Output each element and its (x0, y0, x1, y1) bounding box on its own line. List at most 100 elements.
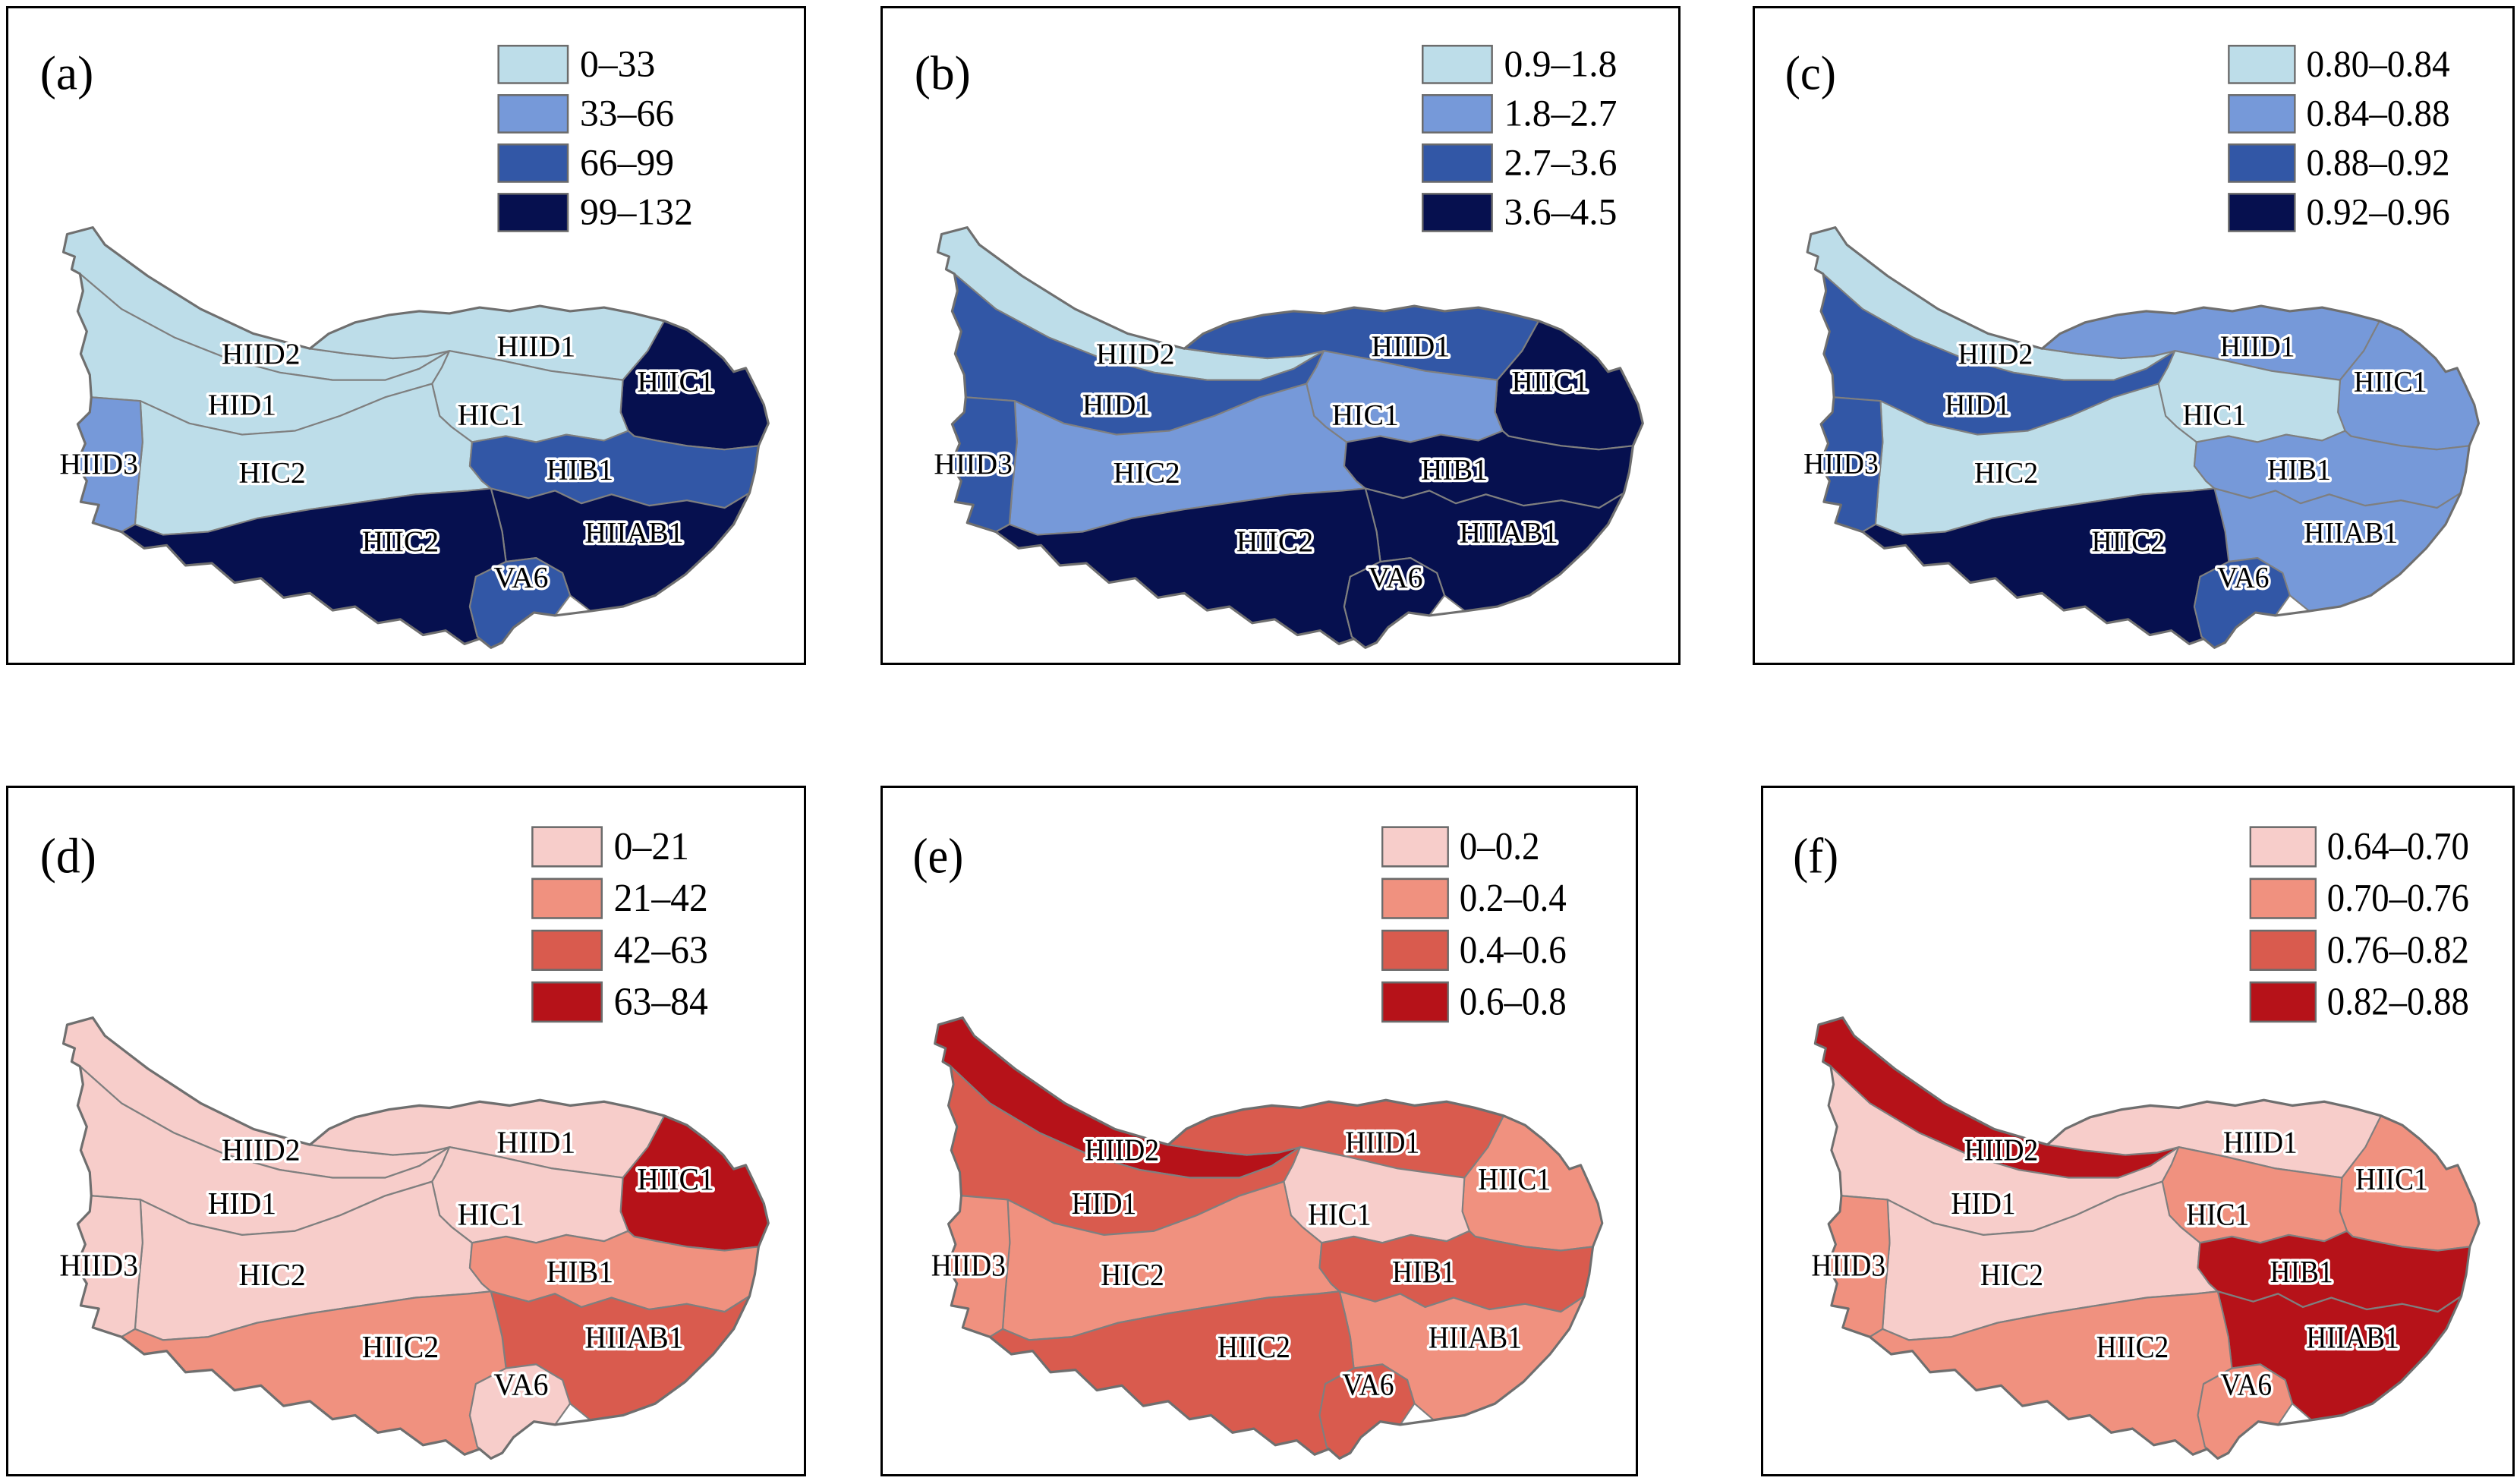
region-label-hid1-e: HID1 (1072, 1186, 1137, 1221)
panel-letter-f: (f) (1793, 828, 1838, 884)
panel-a: HIID2 HID1 HIID1 HIIC1 HIC1 HIC2 HIID3 HIB1 HIIA… (6, 6, 806, 665)
map-canvas-a: HIID2 HID1 HIID1 HIIC1 HIC1 HIC2 HIID3 HIB1 HIIA… (40, 43, 770, 649)
region-label-hic1-e: HIC1 (1308, 1197, 1372, 1232)
legend-label-4-e: 0.6–0.8 (1460, 980, 1567, 1024)
legend-label-1-b: 0.9–1.8 (1504, 43, 1618, 85)
legend-swatch-2-a (497, 94, 569, 134)
legend-swatch-1-b (1422, 45, 1493, 84)
map-outline-a (61, 226, 770, 649)
region-label-va6-d: VA6 (493, 1367, 548, 1402)
region-label-hiiab1-f: HIIAB1 (2306, 1320, 2399, 1355)
legend-swatch-2-f (2249, 877, 2317, 919)
region-label-hiic2-e: HIIC2 (1217, 1329, 1290, 1364)
region-label-hib1-d: HIB1 (547, 1254, 613, 1289)
legend-swatch-4-f (2249, 981, 2317, 1023)
legend-label-1-f: 0.64–0.70 (2327, 824, 2469, 868)
panel-letter-e: (e) (912, 828, 963, 884)
region-label-hid1-f: HID1 (1951, 1186, 2015, 1221)
region-label-hiiab1-e: HIIAB1 (1429, 1320, 1522, 1355)
region-label-hid1-b: HID1 (1082, 388, 1151, 421)
region-label-hiid2-e: HIID2 (1085, 1133, 1159, 1167)
legend-label-3-e: 0.4–0.6 (1460, 928, 1567, 972)
region-label-hiiab1-a: HIIAB1 (584, 516, 683, 550)
legend-swatch-1-d (531, 826, 603, 868)
legend-swatch-2-b (1422, 94, 1493, 134)
region-label-hib1-f: HIB1 (2270, 1254, 2333, 1289)
region-label-hiid1-b: HIID1 (1372, 329, 1451, 363)
region-label-hib1-e: HIB1 (1392, 1254, 1456, 1289)
region-label-hiid3-c: HIID3 (1803, 448, 1879, 480)
panel-letter-b: (b) (915, 47, 971, 100)
map-outline-b (936, 226, 1644, 649)
legend-label-1-e: 0–0.2 (1460, 824, 1540, 868)
region-label-hib1-b: HIB1 (1421, 453, 1488, 487)
region-label-hic1-c: HIC1 (2182, 399, 2246, 432)
region-label-hiic1-a: HIIC1 (637, 365, 714, 399)
legend-label-2-b: 1.8–2.7 (1504, 93, 1618, 134)
region-label-hiid1-d: HIID1 (497, 1125, 576, 1160)
legend-label-2-f: 0.70–0.76 (2327, 876, 2469, 920)
map-canvas-c: HIID2 HID1 HIID1 HIIC1 HIC1 HIC2 HIID3 HIB1 HIIA… (1785, 44, 2481, 649)
legend-swatch-3-f (2249, 929, 2317, 971)
region-label-hic1-b: HIC1 (1332, 399, 1399, 432)
legend-swatch-2-e (1381, 877, 1449, 919)
map-outline-f (1813, 1016, 2481, 1460)
legend-label-2-d: 21–42 (614, 876, 708, 919)
legend-label-3-f: 0.76–0.82 (2327, 928, 2469, 972)
region-label-hiic2-c: HIIC2 (2092, 526, 2166, 559)
region-label-hiid3-e: HIID3 (931, 1248, 1006, 1283)
legend-label-3-d: 42–63 (614, 928, 708, 972)
region-label-hiic2-b: HIIC2 (1236, 525, 1314, 558)
map-outline-d (61, 1016, 770, 1460)
panel-f: HIID2 HID1 HIID1 HIIC1 HIC1 HIC2 HIID3 HIB1 HIIA… (1761, 786, 2515, 1476)
region-label-hiid3-a: HIID3 (59, 447, 138, 480)
legend-label-2-e: 0.2–0.4 (1460, 876, 1567, 920)
region-label-hiic2-f: HIIC2 (2096, 1329, 2169, 1364)
region-label-hiid1-c: HIID1 (2220, 330, 2295, 363)
region-label-hiid1-f: HIID1 (2223, 1125, 2298, 1160)
region-label-hiid3-b: HIID3 (934, 447, 1013, 480)
legend-swatch-3-a (497, 143, 569, 183)
region-label-hid1-a: HID1 (208, 388, 276, 421)
panel-letter-a: (a) (40, 47, 94, 100)
legend-swatch-1-f (2249, 826, 2317, 868)
legend-swatch-2-d (531, 877, 603, 919)
region-label-hiiab1-c: HIIAB1 (2304, 517, 2398, 550)
legend-label-4-f: 0.82–0.88 (2327, 979, 2469, 1023)
region-label-hiid3-f: HIID3 (1811, 1248, 1885, 1283)
region-label-va6-b: VA6 (1368, 561, 1422, 594)
map-outline-e (934, 1016, 1604, 1460)
legend-label-4-c: 0.92–0.96 (2307, 192, 2450, 233)
region-label-hic2-a: HIC2 (239, 456, 306, 490)
region-label-hic2-b: HIC2 (1114, 456, 1180, 490)
legend-swatch-4-c (2228, 193, 2296, 232)
panel-d: HIID2 HID1 HIID1 HIIC1 HIC1 HIC2 HIID3 HIB1 HIIA… (6, 786, 806, 1476)
map-canvas-d: HIID2 HID1 HIID1 HIIC1 HIC1 HIC2 HIID3 HIB1 HIIA… (40, 824, 770, 1460)
region-label-va6-c: VA6 (2217, 562, 2270, 594)
region-label-hiic1-c: HIIC1 (2354, 366, 2427, 399)
legend-label-2-c: 0.84–0.88 (2307, 93, 2450, 134)
legend-swatch-3-d (531, 929, 603, 971)
region-label-va6-a: VA6 (493, 561, 548, 594)
legend-swatch-4-a (497, 193, 569, 232)
legend-swatch-3-b (1422, 143, 1493, 183)
legend-swatch-1-a (497, 45, 569, 84)
region-label-hic2-d: HIC2 (239, 1257, 306, 1292)
panel-c: HIID2 HID1 HIID1 HIIC1 HIC1 HIC2 HIID3 HIB1 HIIA… (1753, 6, 2515, 665)
legend-swatch-2-c (2228, 94, 2296, 134)
legend-swatch-4-d (531, 981, 603, 1023)
legend-label-3-b: 2.7–3.6 (1504, 142, 1618, 184)
region-label-hiid2-a: HIID2 (222, 337, 301, 370)
legend-swatch-1-e (1381, 826, 1449, 868)
legend-label-4-b: 3.6–4.5 (1504, 191, 1618, 233)
region-label-hic1-a: HIC1 (458, 399, 524, 432)
region-label-hib1-c: HIB1 (2267, 454, 2331, 487)
region-label-hiid2-f: HIID2 (1964, 1133, 2039, 1167)
region-label-hiid2-d: HIID2 (222, 1133, 301, 1167)
panel-letter-c: (c) (1785, 47, 1836, 99)
legend-label-4-d: 63–84 (614, 980, 708, 1023)
legend-label-3-a: 66–99 (580, 142, 674, 184)
region-label-hiic1-b: HIIC1 (1511, 365, 1589, 399)
region-label-hid1-c: HID1 (1945, 389, 2010, 421)
